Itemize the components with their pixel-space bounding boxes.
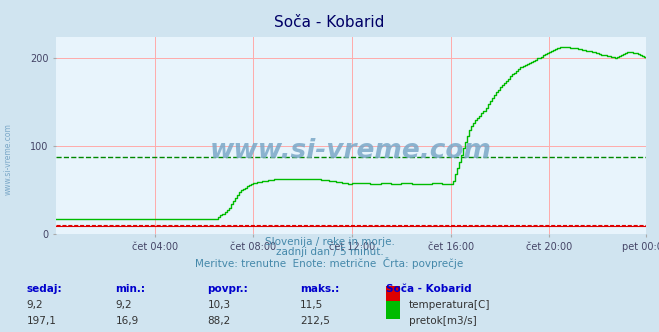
Text: Soča - Kobarid: Soča - Kobarid bbox=[274, 15, 385, 30]
Text: 10,3: 10,3 bbox=[208, 300, 231, 310]
Text: www.si-vreme.com: www.si-vreme.com bbox=[3, 124, 13, 195]
Text: 11,5: 11,5 bbox=[300, 300, 323, 310]
Text: maks.:: maks.: bbox=[300, 284, 339, 294]
Text: 197,1: 197,1 bbox=[26, 316, 56, 326]
Text: pretok[m3/s]: pretok[m3/s] bbox=[409, 316, 476, 326]
Text: 16,9: 16,9 bbox=[115, 316, 138, 326]
Text: Soča - Kobarid: Soča - Kobarid bbox=[386, 284, 471, 294]
Text: min.:: min.: bbox=[115, 284, 146, 294]
Text: 9,2: 9,2 bbox=[115, 300, 132, 310]
Text: Meritve: trenutne  Enote: metrične  Črta: povprečje: Meritve: trenutne Enote: metrične Črta: … bbox=[195, 257, 464, 269]
Text: 9,2: 9,2 bbox=[26, 300, 43, 310]
Text: zadnji dan / 5 minut.: zadnji dan / 5 minut. bbox=[275, 247, 384, 257]
Text: 212,5: 212,5 bbox=[300, 316, 330, 326]
Text: sedaj:: sedaj: bbox=[26, 284, 62, 294]
Text: 88,2: 88,2 bbox=[208, 316, 231, 326]
Text: Slovenija / reke in morje.: Slovenija / reke in morje. bbox=[264, 237, 395, 247]
Text: povpr.:: povpr.: bbox=[208, 284, 248, 294]
Text: www.si-vreme.com: www.si-vreme.com bbox=[210, 138, 492, 164]
Text: temperatura[C]: temperatura[C] bbox=[409, 300, 490, 310]
